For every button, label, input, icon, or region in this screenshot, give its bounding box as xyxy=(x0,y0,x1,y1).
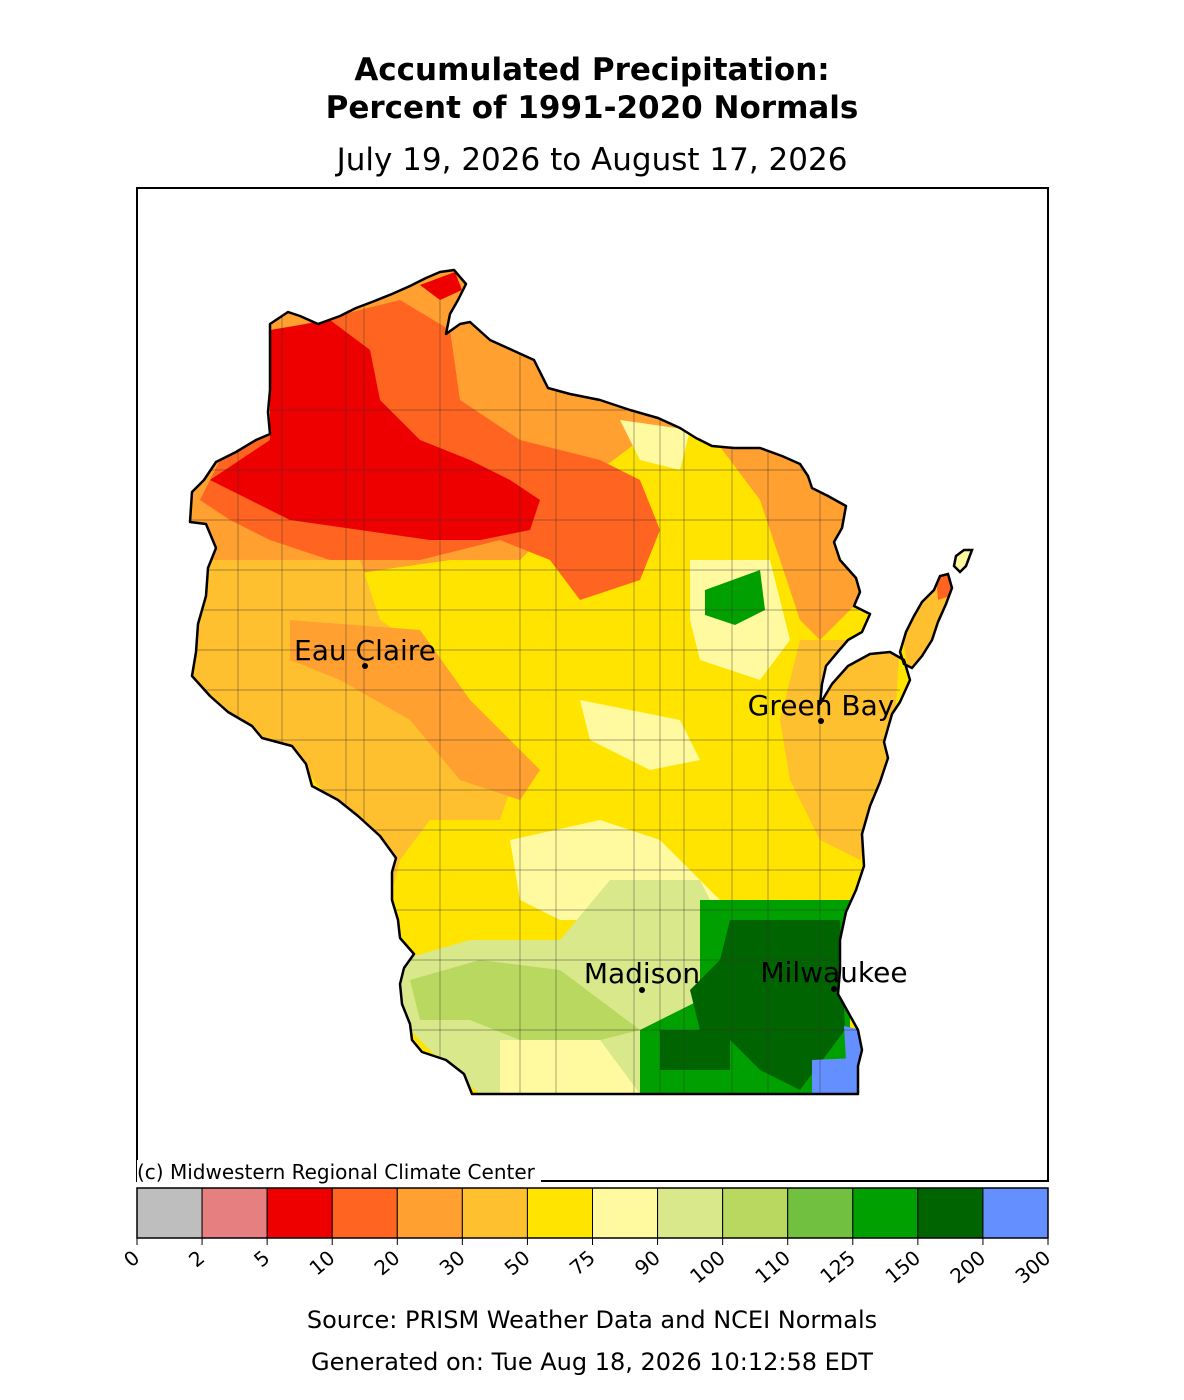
region-southeast-darkgreen xyxy=(690,920,845,1090)
legend-colorbar: 0 2 5 10 20 30 50 75 90 100 110 125 150 200 300 xyxy=(119,1187,1056,1288)
city-dot-eau-claire xyxy=(362,663,368,669)
legend-tick-label-1: 2 xyxy=(184,1245,209,1272)
generated-text: Generated on: Tue Aug 18, 2026 10:12:58 … xyxy=(311,1348,873,1376)
legend-swatch-8 xyxy=(657,1187,724,1239)
region-south-lightgreen xyxy=(410,960,640,1040)
city-label-madison: Madison xyxy=(584,957,700,990)
legend-swatch-1 xyxy=(201,1187,268,1239)
legend-tick-label-5: 30 xyxy=(435,1245,470,1280)
region-west-lightorange xyxy=(190,560,520,900)
city-dot-green-bay xyxy=(818,718,824,724)
legend-swatch-2 xyxy=(266,1187,333,1239)
legend-tick-label-7: 75 xyxy=(565,1245,600,1280)
region-northwest-red xyxy=(210,320,540,540)
state-outline xyxy=(188,268,912,1096)
region-central-pale xyxy=(580,700,700,770)
legend-tick-label-0: 0 xyxy=(119,1245,144,1272)
legend-tick-label-4: 20 xyxy=(370,1245,405,1280)
legend-swatch-9 xyxy=(722,1187,789,1239)
region-far-north-pale xyxy=(620,420,690,470)
credit-text: (c) Midwestern Regional Climate Center xyxy=(137,1160,541,1184)
legend-tick-label-10: 110 xyxy=(750,1245,795,1288)
legend-swatch-13 xyxy=(982,1187,1049,1239)
city-label-green-bay: Green Bay xyxy=(748,689,895,722)
date-range: July 19, 2026 to August 17, 2026 xyxy=(336,142,848,178)
legend-swatch-0 xyxy=(136,1187,203,1239)
legend-tick-label-9: 100 xyxy=(685,1245,730,1288)
legend-tick-label-2: 5 xyxy=(249,1245,274,1272)
legend-swatch-7 xyxy=(592,1187,659,1239)
legend-swatch-10 xyxy=(787,1187,854,1239)
region-racine-blue xyxy=(844,1026,862,1060)
legend-tick-label-8: 90 xyxy=(630,1245,665,1280)
legend-tick-label-11: 125 xyxy=(815,1245,860,1288)
legend-swatch-5 xyxy=(461,1187,528,1239)
region-southwest-pale xyxy=(500,1040,640,1094)
city-dot-milwaukee xyxy=(831,986,837,992)
legend-tick-label-13: 200 xyxy=(945,1245,990,1288)
washington-island-outline xyxy=(952,548,974,574)
legend-swatch-6 xyxy=(526,1187,594,1239)
door-peninsula-outline xyxy=(898,572,954,670)
legend-swatch-4 xyxy=(396,1187,463,1239)
source-text: Source: PRISM Weather Data and NCEI Norm… xyxy=(306,1306,878,1334)
title-line-2: Percent of 1991-2020 Normals xyxy=(325,90,859,126)
region-door-tip-redorange xyxy=(936,574,952,600)
legend-tick-label-14: 300 xyxy=(1011,1245,1056,1288)
legend-swatch-3 xyxy=(331,1187,398,1239)
legend-tick-label-12: 150 xyxy=(880,1245,925,1288)
city-label-eau-claire: Eau Claire xyxy=(294,634,436,667)
city-markers: Eau Claire Green Bay Madison Milwaukee xyxy=(294,634,908,993)
region-northtip-red xyxy=(420,272,462,300)
legend-tick-label-6: 50 xyxy=(500,1245,535,1280)
region-kenosha-darkgreen xyxy=(660,1030,730,1070)
city-dot-madison xyxy=(639,987,645,993)
legend-swatch-12 xyxy=(917,1187,984,1239)
region-lakeshore-blue xyxy=(812,1058,858,1094)
region-northeast-green xyxy=(705,570,765,625)
region-central-orange xyxy=(290,620,540,800)
title-line-1: Accumulated Precipitation: xyxy=(354,52,830,88)
legend-tick-label-3: 10 xyxy=(305,1245,340,1280)
legend-swatch-11 xyxy=(852,1187,919,1239)
city-label-milwaukee: Milwaukee xyxy=(760,956,907,989)
